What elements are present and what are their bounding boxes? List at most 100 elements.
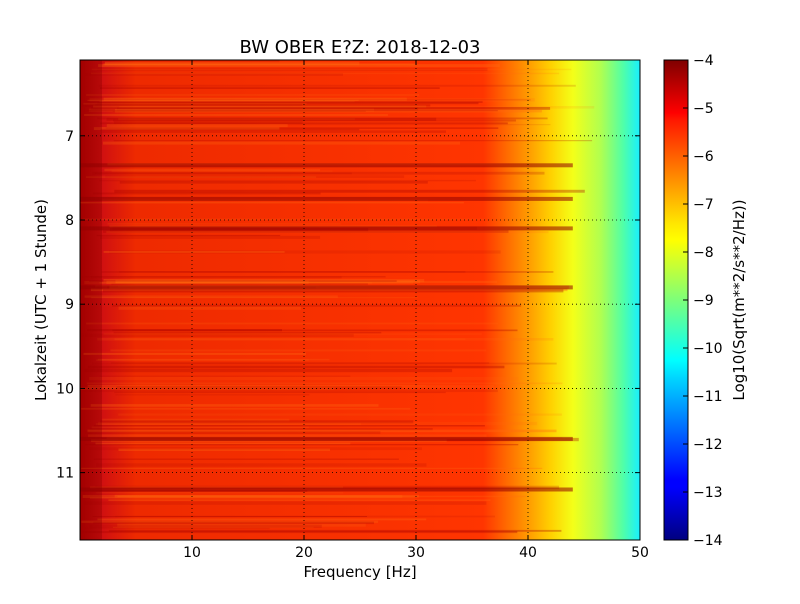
texture-band <box>87 99 359 101</box>
texture-band <box>87 384 494 389</box>
texture-band <box>106 117 437 121</box>
texture-band <box>118 306 301 310</box>
texture-band <box>118 413 562 416</box>
texture-band <box>90 288 568 292</box>
texture-band <box>82 495 403 498</box>
texture-band <box>97 338 554 341</box>
texture-band <box>83 352 306 355</box>
colorbar-tick-label: −7 <box>693 197 714 213</box>
texture-band <box>89 98 535 102</box>
x-tick-label: 10 <box>183 545 201 561</box>
texture-band <box>98 60 280 63</box>
heatmap-bands <box>80 60 595 540</box>
texture-band <box>96 463 427 467</box>
texture-band <box>89 377 519 381</box>
texture-band <box>81 407 411 410</box>
texture-band <box>111 283 368 285</box>
colorbar-tick-label: −12 <box>693 437 723 453</box>
texture-band <box>93 458 399 460</box>
texture-band <box>89 524 322 528</box>
texture-band <box>84 295 338 298</box>
texture-band <box>85 101 483 103</box>
colorbar-tick-label: −11 <box>693 389 723 405</box>
texture-band <box>115 394 310 396</box>
texture-band <box>103 251 285 253</box>
texture-band <box>81 104 431 107</box>
texture-band <box>91 297 418 299</box>
x-tick-label: 20 <box>295 545 313 561</box>
texture-band <box>88 108 375 112</box>
colorbar: −4 −5 −6 −7 −8 −9 −10 −11 −12 −13 −14 Log10(Sqrt(m… <box>663 53 748 549</box>
texture-band <box>115 280 498 284</box>
texture-band <box>105 175 405 178</box>
texture-band <box>102 141 461 145</box>
texture-band <box>117 107 419 111</box>
texture-band <box>109 124 551 126</box>
texture-band <box>108 529 562 532</box>
colorbar-label: Log10(Sqrt(m**2/s**2/Hz)) <box>730 199 748 400</box>
texture-band <box>102 418 290 422</box>
dark-band <box>80 436 573 441</box>
texture-band <box>88 434 487 438</box>
texture-band <box>89 486 344 489</box>
texture-band <box>80 387 335 390</box>
texture-band <box>103 63 416 66</box>
texture-band <box>118 118 355 121</box>
texture-band <box>96 359 309 361</box>
colorbar-tick-label: −13 <box>693 485 723 501</box>
texture-band <box>99 375 351 377</box>
texture-band <box>91 107 551 110</box>
texture-band <box>87 329 282 332</box>
texture-band <box>99 87 440 89</box>
texture-band <box>80 201 464 204</box>
texture-band <box>93 521 375 525</box>
texture-band <box>112 304 522 307</box>
texture-band <box>113 140 593 142</box>
texture-band <box>112 110 366 112</box>
texture-band <box>115 515 496 518</box>
texture-band <box>111 170 333 173</box>
texture-band <box>86 94 420 96</box>
chart-title: BW OBER E?Z: 2018-12-03 <box>240 37 481 58</box>
texture-band <box>90 404 379 407</box>
texture-band <box>97 68 488 71</box>
colorbar-tick-label: −5 <box>693 101 714 117</box>
dark-band <box>80 163 573 168</box>
texture-band <box>85 527 270 530</box>
texture-band <box>83 501 487 505</box>
texture-band <box>99 100 355 103</box>
texture-band <box>114 121 303 124</box>
texture-band <box>97 518 427 521</box>
texture-band <box>106 280 309 284</box>
texture-band <box>119 106 595 109</box>
texture-band <box>117 523 366 527</box>
texture-band <box>93 425 485 427</box>
texture-band <box>95 423 362 425</box>
texture-band <box>113 331 382 334</box>
texture-band <box>91 68 572 71</box>
texture-band <box>117 495 527 498</box>
texture-band <box>118 271 466 273</box>
texture-band <box>100 122 508 125</box>
texture-band <box>114 338 466 341</box>
heatmap-base <box>80 60 640 540</box>
texture-band <box>112 329 518 332</box>
y-tick-label: 10 <box>56 381 74 397</box>
dark-band <box>80 285 573 290</box>
grid-lines <box>80 60 640 540</box>
texture-band <box>98 64 500 67</box>
texture-band <box>106 231 549 234</box>
texture-band <box>81 276 386 278</box>
y-tick-label: 9 <box>65 297 74 313</box>
texture-band <box>105 127 499 129</box>
x-tick-label: 50 <box>631 545 649 561</box>
dark-band <box>80 226 573 231</box>
texture-band <box>88 384 427 387</box>
texture-band <box>108 499 491 501</box>
texture-band <box>100 420 414 424</box>
texture-band <box>118 448 330 451</box>
texture-band <box>86 322 498 325</box>
texture-band <box>103 279 425 283</box>
texture-band <box>96 234 281 237</box>
texture-band <box>100 235 321 239</box>
